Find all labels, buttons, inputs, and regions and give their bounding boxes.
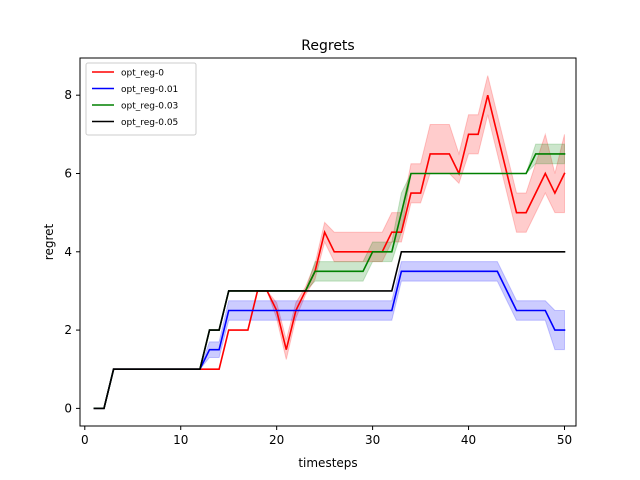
x-tick-label: 50 <box>557 433 572 447</box>
legend-box <box>85 62 197 136</box>
x-tick-label: 10 <box>173 433 188 447</box>
y-axis-label: regret <box>42 223 56 260</box>
x-tick-label: 40 <box>461 433 476 447</box>
y-tick-label: 0 <box>64 401 72 415</box>
line-opt_reg-0.05 <box>93 250 566 410</box>
x-tick-label: 0 <box>81 433 89 447</box>
legend: opt_reg-0 opt_reg-0.01 opt_reg-0.03 opt_reg… <box>85 62 197 136</box>
legend-label: opt_reg-0.01 <box>121 85 178 95</box>
x-axis-label: timesteps <box>298 456 357 470</box>
legend-label: opt_reg-0.03 <box>121 102 178 112</box>
plot-frame <box>79 57 577 427</box>
y-tick-label: 8 <box>64 88 72 102</box>
chart-title: Regrets <box>301 38 354 54</box>
x-tick-label: 20 <box>269 433 284 447</box>
legend-label: opt_reg-0.05 <box>121 118 178 128</box>
x-tick-label: 30 <box>365 433 380 447</box>
series-lines <box>93 94 566 410</box>
y-tick-label: 4 <box>64 245 72 259</box>
tick-marks: 0 10 20 30 40 50 0 2 4 6 8 <box>64 88 572 447</box>
y-tick-label: 6 <box>64 166 72 180</box>
axes <box>79 57 577 427</box>
y-tick-label: 2 <box>64 323 72 337</box>
legend-label: opt_reg-0 <box>121 69 164 79</box>
